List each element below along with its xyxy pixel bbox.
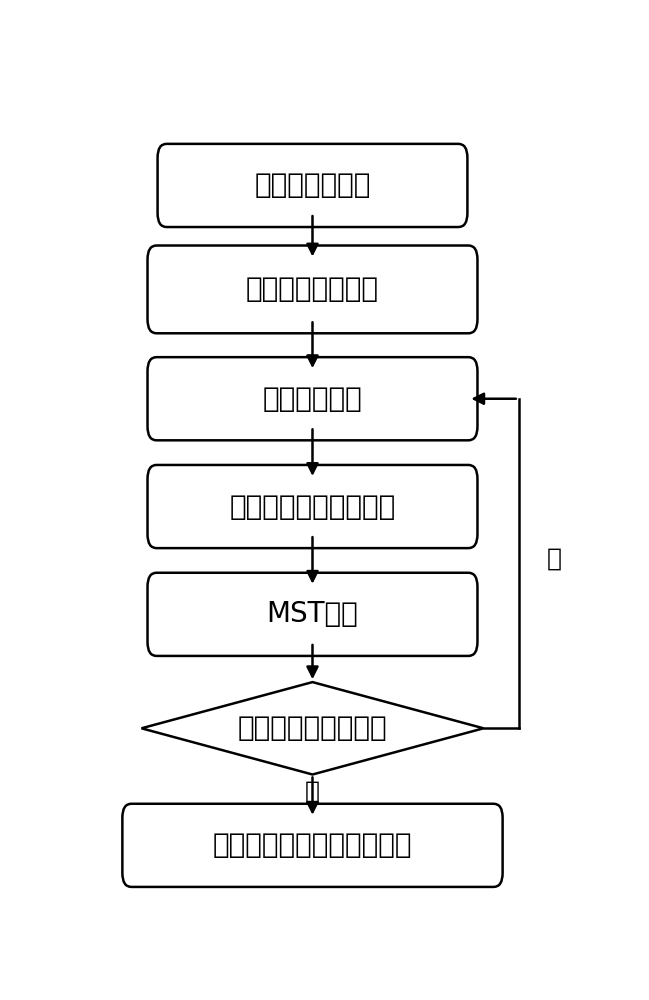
FancyBboxPatch shape [147,357,478,440]
Text: 单核苷酸水合对接: 单核苷酸水合对接 [246,275,379,303]
Text: 组装完整的核酸适配体: 组装完整的核酸适配体 [229,493,396,521]
FancyBboxPatch shape [123,804,502,887]
Text: 靶标小分子结构: 靶标小分子结构 [254,171,371,199]
FancyBboxPatch shape [147,465,478,548]
Text: MST实验: MST实验 [267,600,358,628]
FancyBboxPatch shape [147,573,478,656]
Text: 具有高亲和性的核酸适配体: 具有高亲和性的核酸适配体 [213,831,412,859]
Text: 是否具有高亲和性？: 是否具有高亲和性？ [238,714,387,742]
Text: 组装核酸短链: 组装核酸短链 [263,385,362,413]
FancyBboxPatch shape [158,144,467,227]
Polygon shape [141,682,484,774]
Text: 否: 否 [546,547,561,571]
Text: 是: 是 [305,779,320,803]
FancyBboxPatch shape [147,246,478,333]
